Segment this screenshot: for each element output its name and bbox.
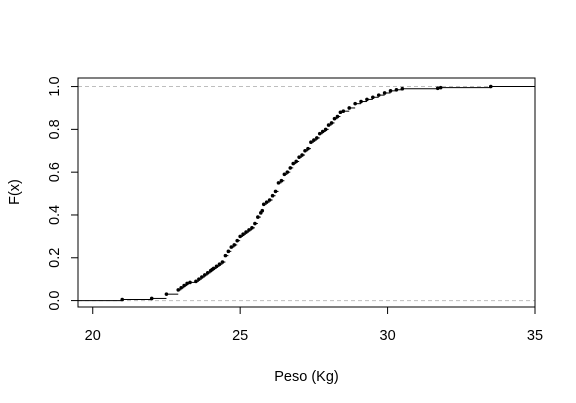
x-tick-label: 30 (380, 328, 396, 344)
ecdf-point (273, 189, 278, 194)
ecdf-point (317, 131, 322, 136)
ecdf-point (297, 155, 301, 159)
ecdf-point (164, 292, 169, 296)
x-axis-label: Peso (Kg) (274, 369, 338, 385)
ecdf-point (202, 273, 207, 277)
x-tick-label: 25 (232, 328, 248, 344)
ecdf-point (376, 93, 381, 97)
x-tick-label: 20 (85, 328, 101, 344)
ecdf-point (309, 140, 313, 145)
ecdf-point (303, 148, 307, 153)
ecdf-point (341, 109, 346, 113)
ecdf-point (200, 275, 204, 279)
ecdf-point (438, 85, 443, 90)
ecdf-point (264, 200, 269, 204)
ecdf-point (488, 84, 493, 89)
ecdf-point (217, 262, 222, 266)
ecdf-point (294, 159, 298, 164)
y-axis-label: F(x) (7, 179, 23, 205)
ecdf-point (394, 87, 399, 92)
y-tick-label: 0.2 (47, 248, 63, 268)
ecdf-point (149, 296, 154, 301)
ecdf-point (179, 285, 183, 290)
ecdf-point (120, 297, 125, 302)
y-tick-label: 0.8 (47, 119, 63, 139)
ecdf-point (312, 138, 316, 142)
ecdf-points (120, 84, 493, 302)
ecdf-point (276, 181, 281, 185)
ecdf-point (371, 95, 375, 100)
ecdf-point (365, 97, 369, 102)
ecdf-point (338, 110, 343, 115)
ecdf-point (329, 121, 334, 125)
x-tick-label: 35 (527, 328, 543, 344)
ecdf-point (282, 172, 287, 177)
ecdf-point (332, 116, 337, 121)
ecdf-point (197, 277, 201, 281)
ecdf-point (188, 280, 192, 285)
ecdf-point (270, 193, 275, 198)
ecdf-point (229, 245, 234, 249)
ecdf-point (291, 161, 296, 166)
y-axis-ticks: 0.0 0.2 0.4 0.6 0.8 1.0 (47, 76, 78, 311)
ecdf-point (256, 215, 260, 219)
ecdf-point (288, 166, 293, 170)
ecdf-point (182, 283, 186, 288)
ecdf-point (400, 86, 405, 91)
ecdf-point (260, 208, 265, 213)
y-tick-label: 0.4 (47, 205, 63, 225)
ecdf-point (359, 99, 363, 104)
ecdf-point (226, 249, 231, 254)
ecdf-point (382, 91, 387, 95)
ecdf-point (247, 228, 251, 232)
ecdf-point (232, 243, 237, 247)
ecdf-point (214, 264, 219, 269)
plot-frame (77, 77, 536, 308)
ecdf-point (353, 101, 357, 106)
ecdf-point (220, 260, 225, 264)
ecdf-point (241, 232, 245, 237)
ecdf-point (185, 281, 189, 286)
ecdf-point (326, 123, 331, 127)
ecdf-point (300, 153, 304, 157)
ecdf-point (211, 266, 216, 271)
ecdf-point (335, 114, 340, 119)
ecdf-point (323, 127, 328, 132)
ecdf-point (176, 288, 181, 292)
ecdf-point (250, 226, 254, 230)
ecdf-point (388, 89, 393, 93)
ecdf-point (205, 270, 210, 275)
ecdf-point (253, 221, 257, 226)
x-axis-ticks: 20 25 30 35 (85, 307, 543, 344)
ecdf-point (235, 238, 240, 243)
ecdf-point (261, 202, 266, 207)
y-tick-label: 1.0 (47, 76, 63, 96)
reference-lines (78, 86, 535, 302)
ecdf-point (347, 106, 352, 110)
ecdf-point (223, 253, 228, 258)
ecdf-point (435, 86, 440, 91)
ecdf-point (279, 178, 284, 183)
ecdf-point (285, 170, 290, 174)
ecdf-point (194, 279, 198, 284)
ecdf-point (320, 129, 325, 134)
y-tick-label: 0.0 (47, 290, 63, 310)
ecdf-point (244, 230, 248, 234)
ecdf-point (267, 198, 272, 202)
y-tick-label: 0.6 (47, 162, 63, 182)
ecdf-point (238, 234, 242, 239)
ecdf-point (306, 146, 310, 151)
ecdf-point (315, 136, 319, 140)
